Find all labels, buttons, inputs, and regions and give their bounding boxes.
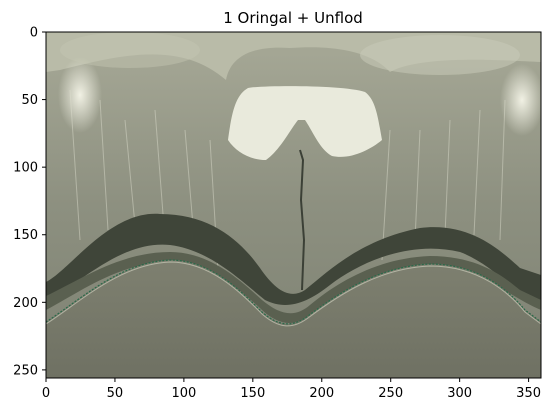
y-tick-label: 200 (13, 296, 38, 311)
x-axis: 0 50 100 150 200 250 300 350 (42, 378, 541, 401)
y-tick-label: 100 (13, 161, 38, 176)
y-tick-label: 50 (21, 93, 38, 108)
y-tick-label: 0 (30, 26, 38, 41)
x-tick-label: 50 (107, 386, 124, 401)
chart-title: 1 Oringal + Unflod (223, 9, 363, 27)
x-tick-label: 100 (171, 386, 196, 401)
x-tick-label: 200 (309, 386, 334, 401)
axes-frame (45, 31, 542, 379)
x-tick-label: 0 (42, 386, 50, 401)
y-axis: 0 50 100 150 200 250 (13, 26, 46, 378)
y-tick-label: 250 (13, 363, 38, 378)
x-tick-label: 150 (240, 386, 265, 401)
y-tick-label: 150 (13, 228, 38, 243)
x-tick-label: 250 (378, 386, 403, 401)
unfolded-image (46, 32, 541, 378)
x-tick-label: 300 (447, 386, 472, 401)
x-tick-label: 350 (516, 386, 541, 401)
